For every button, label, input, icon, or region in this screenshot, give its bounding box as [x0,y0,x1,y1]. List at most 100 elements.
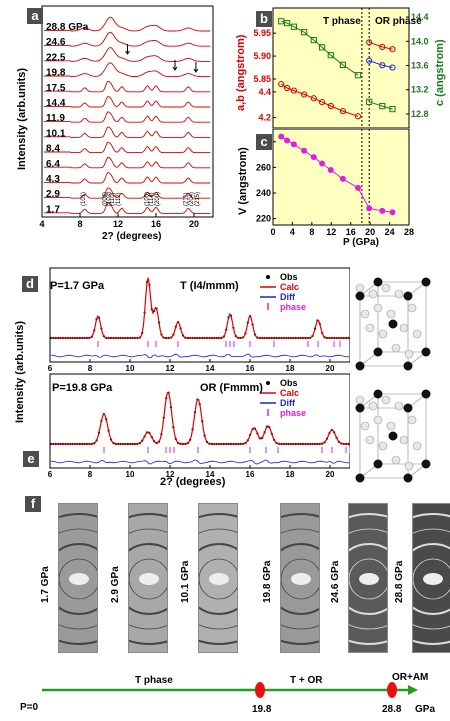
diffraction-ring [413,558,450,600]
atom-light [404,461,414,471]
diffraction-ring [281,513,319,645]
pattern-curve [43,81,211,93]
atom-light [407,303,417,313]
atom-light [386,421,396,431]
legend-label: Diff [280,292,296,302]
diffraction-ring [59,543,97,615]
volume-point [379,207,386,214]
fit-frame [49,267,350,363]
atom-light [394,289,404,299]
atom-light [368,289,378,299]
data-point [354,113,362,120]
x-tick-label: 16 [346,227,356,237]
data-point [366,39,373,46]
atom-dark [355,473,365,483]
diffraction-ring [129,558,167,600]
panel-a-label: a [27,8,43,24]
timeline-t-phase: T phase [135,675,173,686]
x-tick-label: 16 [151,219,161,229]
diffraction-ring [199,558,237,600]
panel-d-label: d [22,276,38,292]
atom-dark [403,361,413,371]
timeline-start: P=0 [20,702,39,713]
x-tick-label: 28 [404,227,414,237]
data-point [327,102,334,110]
pattern-curve [43,172,211,184]
panel-c-ylabel: V (angstrom) [237,147,249,215]
legend-label: Obs [280,378,298,388]
diffraction-ring [349,528,387,630]
diffraction-ring [349,558,387,600]
timeline-arrow [408,685,418,695]
x-tick-label: 8 [88,364,93,371]
panel-c-label: c [256,134,272,150]
diffraction-ring [199,543,237,615]
diffraction-image [58,503,98,653]
atom-dark [421,347,431,357]
atom-light [391,455,401,465]
atom-light [378,329,388,339]
atom-dark [388,319,398,329]
hkl-label: (105) [144,192,150,206]
data-point [366,57,373,64]
x-tick-label: 10 [126,364,135,371]
x-tick-label: 12 [113,219,123,229]
legend-label: Calc [280,282,299,292]
data-point [389,46,396,53]
x-tick-label: 14 [206,364,215,371]
data-point [318,99,326,106]
panel-c-xlabel: P (GPa) [343,237,379,248]
data-point [327,52,334,59]
volume-point [278,133,285,140]
panel-b-ylabel-right: c (angstrom) [434,39,446,106]
diffraction-ring [199,513,237,645]
atom-light [373,303,383,313]
volume-point [389,209,396,216]
atom-light [381,395,391,405]
panel-b-label: b [256,11,272,27]
atom-light [407,415,417,425]
atom-dark [403,403,413,413]
panel-c: 2802602402200481216202428 c V (angstrom)… [225,129,445,251]
atom-light [399,323,409,333]
legend-label: phase [280,408,306,418]
pressure-label: 8.4 [46,144,60,155]
panel-d-phase: T (I4/mmm) [180,280,239,292]
arrow-head [193,68,199,73]
y-tick-label: 5.95 [253,28,271,38]
panel-b: 5.95 5.90 5.85 4.4 4.2 14.4 14.0 13.6 13.2 12.8 b… [225,4,446,129]
atom-light [412,329,422,339]
timeline-unit: GPa [415,704,435,715]
series-line [369,60,393,68]
atom-light [391,343,401,353]
hkl-label: (103) [106,192,112,206]
diffraction-image [198,503,238,653]
y-tick-label-right: 14.4 [411,12,429,22]
volume-point [284,137,291,144]
data-point [310,95,317,102]
beamstop [69,573,89,585]
diffraction-ring [281,528,319,630]
data-point [283,19,291,27]
data-point [290,23,297,30]
hkl-label: (204) [189,192,195,206]
image-pressure-label: 28.8 GPa [394,560,405,603]
diffraction-ring [129,528,167,630]
atom-light [381,283,391,293]
image-pressure-label: 19.8 GPa [262,560,273,603]
x-tick-label: 10 [126,470,135,479]
panel-a: 28.8 GPa 24.6 22.5 19.8 17.5 14.4 11.9 10.1 8.4 6… [16,4,215,247]
panel-a-plot: 28.8 GPa 24.6 22.5 19.8 17.5 14.4 11.9 10.1 8.4 6… [39,5,214,229]
atom-dark [421,459,431,469]
atom-dark [355,403,365,413]
y-tick-label-right: 14.0 [411,36,429,46]
x-tick-label: 18 [286,470,295,479]
pressure-label: 22.5 [46,52,66,63]
diffraction-ring [413,513,450,645]
image-pressure-label: 24.6 GPa [330,560,341,603]
arrow-head [172,66,178,71]
data-point [278,18,285,25]
volume-point [301,147,308,154]
atom-dark [355,291,365,301]
y-tick-label: 240 [256,188,271,198]
